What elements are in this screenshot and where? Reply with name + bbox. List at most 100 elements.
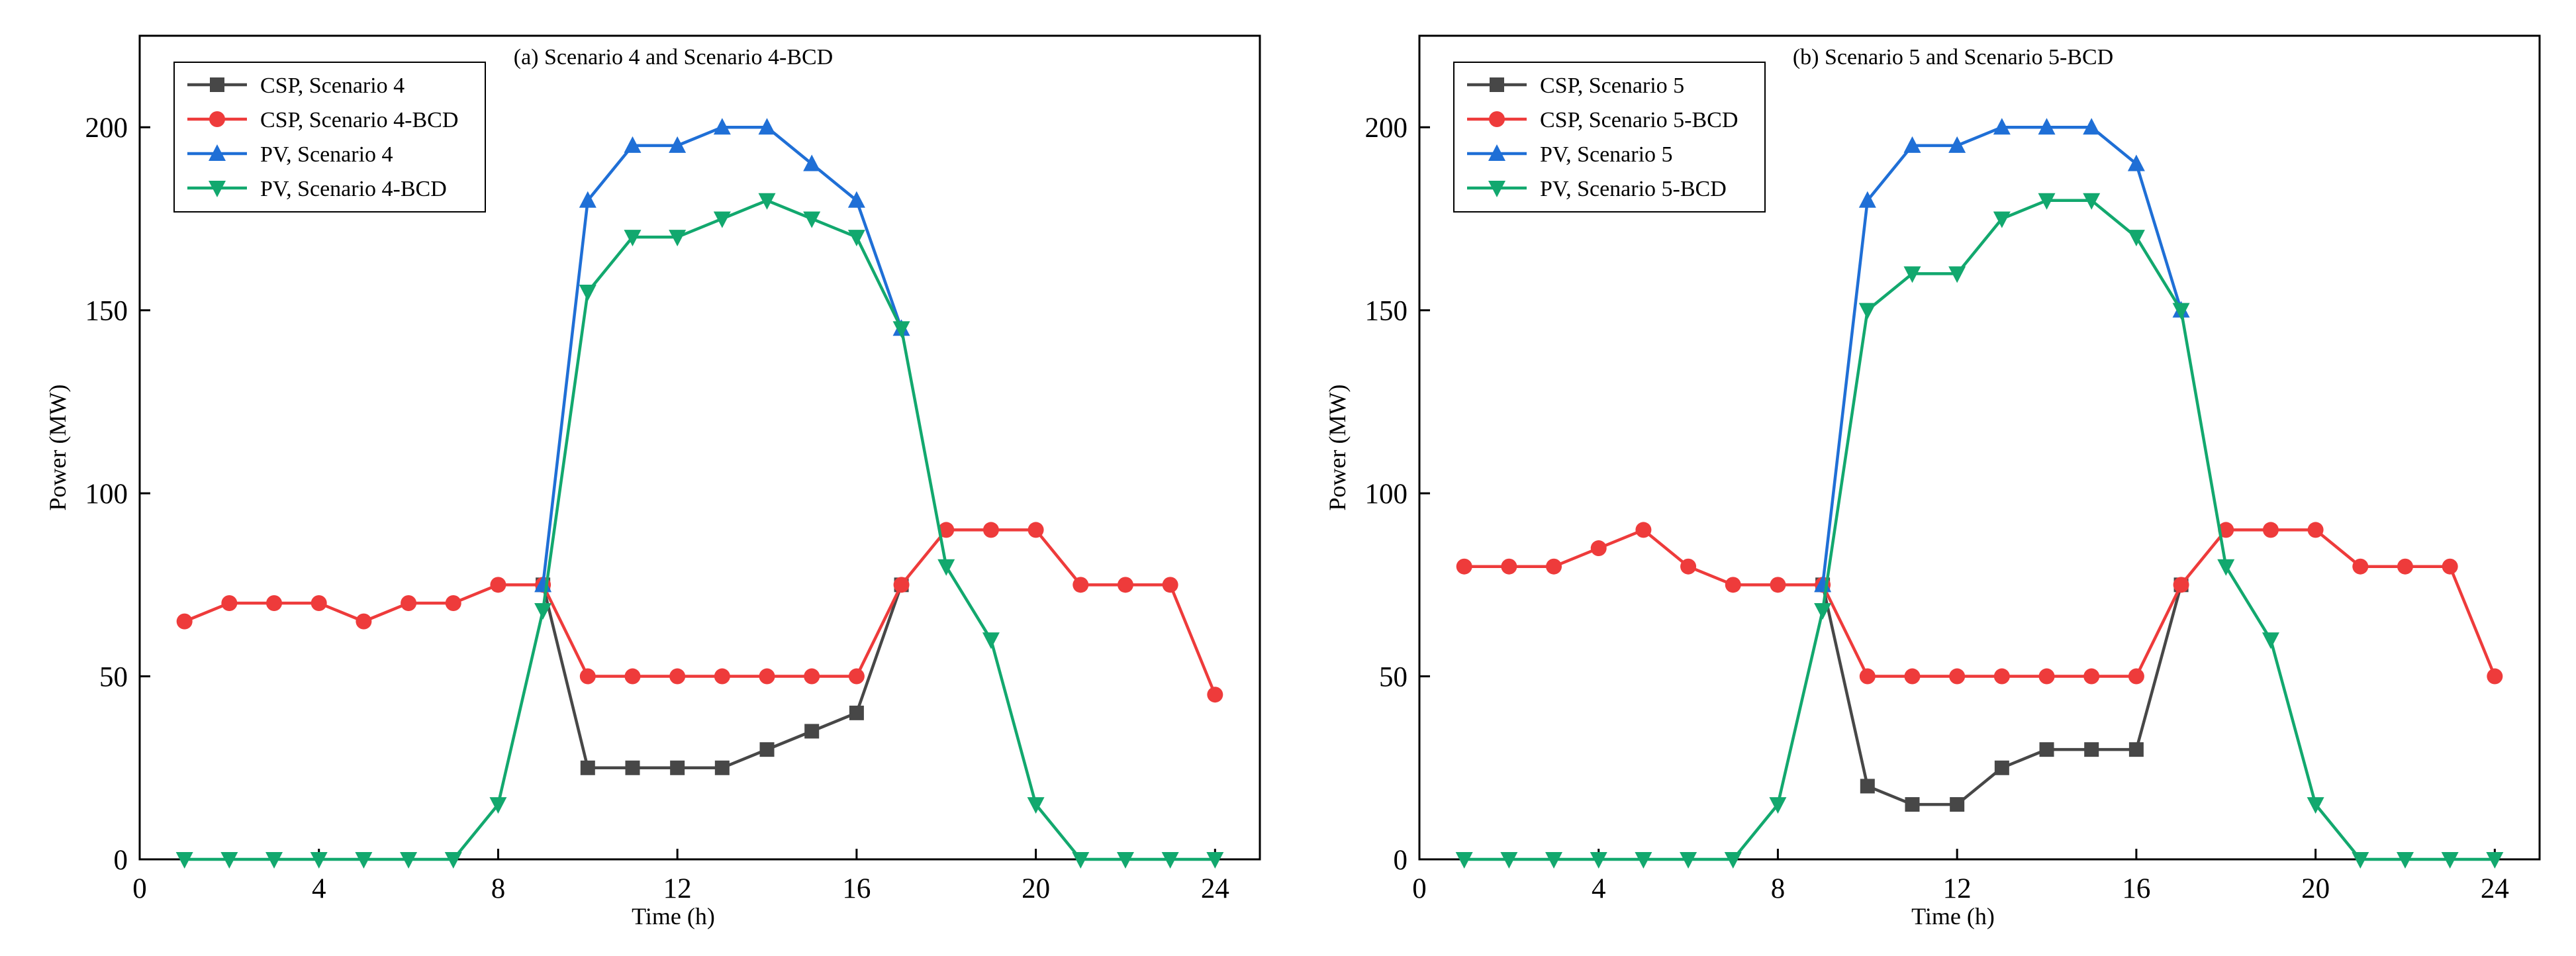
data-point [2128,668,2144,685]
data-point [2127,154,2145,171]
chart-panel-2: (b) Scenario 5 and Scenario 5-BCD 0 4 8 12 16… [1324,34,2541,930]
data-point [310,852,328,869]
series-line [1821,125,2183,585]
legend: CSP, Scenario 4 CSP, Scenario 4-BCD PV, Sc… [173,62,486,213]
data-point [266,595,283,611]
legend-box [173,62,486,213]
x-tick-label: 0 [132,873,147,904]
data-point [669,136,687,153]
data-point [1903,266,1921,283]
data-point [579,191,596,208]
legend-swatch-marker [1489,111,1505,127]
data-point [1905,797,1920,812]
data-point [1993,211,2011,228]
data-point [310,595,327,611]
data-point [803,154,821,171]
data-point [982,522,999,538]
y-tick-label: 100 [1365,479,1408,510]
data-point [1948,266,1966,283]
y-tick-label: 200 [85,113,128,144]
legend-label: CSP, Scenario 4-BCD [260,108,458,132]
data-point [938,522,955,538]
data-point [625,760,640,775]
data-point [1455,852,1473,869]
data-point [2083,118,2101,135]
data-point [2352,558,2369,575]
data-point [1072,852,1090,869]
data-point [1993,118,2011,135]
series-line [184,199,1216,861]
data-point [2307,797,2324,814]
y-tick-label: 50 [1379,662,1407,693]
x-axis-label: Time (h) [1911,903,1995,930]
data-point [759,668,775,685]
data-point [804,668,820,685]
legend: CSP, Scenario 5 CSP, Scenario 5-BCD PV, Sc… [1453,62,1766,213]
data-point [847,191,865,208]
data-point [1027,797,1045,814]
data-point [1858,303,1876,320]
legend-label: CSP, Scenario 4 [260,73,405,98]
x-tick-label: 12 [663,873,692,904]
y-tick-label: 150 [1365,296,1408,327]
series-line [1464,199,2495,861]
data-point [1769,797,1787,814]
data-point [2396,852,2414,869]
data-point [1903,136,1921,153]
data-point [2038,118,2056,135]
series-2 [1456,522,2503,685]
y-tick-label: 0 [1394,845,1408,876]
data-point [1994,760,2009,775]
legend-swatch-marker [1488,144,1505,161]
data-point [175,852,193,869]
data-point [759,742,775,757]
x-tick-label: 4 [312,873,326,904]
data-point [355,852,373,869]
data-point [444,852,462,869]
data-point [982,632,1000,649]
data-point [849,705,864,720]
data-point [1858,191,1876,208]
data-point [2307,522,2324,538]
legend-swatch-marker [1488,181,1505,197]
data-point [356,613,372,630]
data-point [490,577,506,593]
plot-frame [138,34,1261,861]
y-tick-label: 0 [114,845,128,876]
x-tick-label: 12 [1943,873,1972,904]
data-point [1590,540,1607,557]
data-point [848,668,865,685]
legend-swatch-marker [1490,77,1504,92]
data-point [579,285,596,302]
data-point [713,118,731,135]
data-point [400,852,418,869]
data-point [2262,522,2279,538]
data-point [1456,558,1472,575]
chart-title: (a) Scenario 4 and Scenario 4-BCD [514,45,833,70]
data-point [1590,852,1607,869]
plot-frame [1418,34,2541,861]
data-point [1206,852,1224,869]
legend-label: PV, Scenario 5-BCD [1540,177,1727,201]
data-point [758,193,776,210]
data-point [2217,559,2235,576]
series-4 [175,193,1224,869]
series-3 [1814,118,2190,593]
data-point [1117,577,1133,593]
data-point [220,852,238,869]
data-point [2038,193,2056,210]
data-point [1635,522,1652,538]
data-point [2172,303,2190,320]
data-point [2352,852,2369,869]
data-point [2441,852,2459,869]
data-point [714,760,730,775]
x-tick-label: 4 [1592,873,1606,904]
data-point [713,211,731,228]
data-point [1680,558,1697,575]
data-point [2128,742,2144,757]
data-point [1027,522,1044,538]
data-point [401,595,417,611]
y-axis-label: Power (MW) [1324,385,1351,511]
data-point [670,760,685,775]
data-point [624,136,642,153]
